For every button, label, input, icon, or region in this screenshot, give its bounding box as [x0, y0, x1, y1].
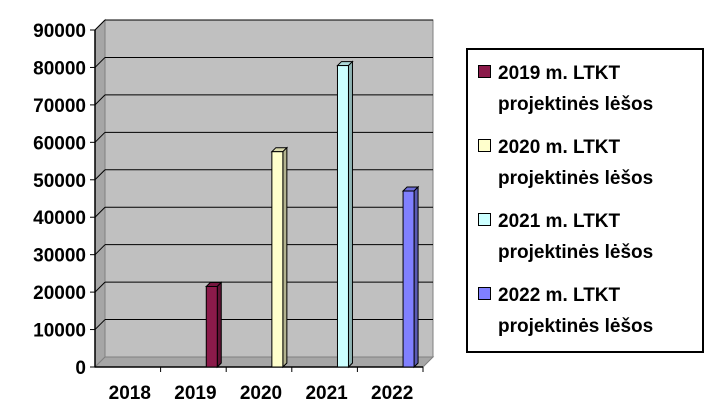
y-tick-label: 0 — [75, 358, 86, 379]
y-tick-label: 90000 — [33, 21, 86, 42]
x-tick-label: 2022 — [371, 383, 413, 404]
y-tick-label: 40000 — [33, 208, 86, 229]
y-tick-label: 80000 — [33, 58, 86, 79]
legend-label-2021: 2021 m. LTKT projektinės lėšos — [498, 211, 654, 263]
gridlines — [94, 19, 433, 330]
plot-back-wall — [104, 19, 434, 358]
gridline-side — [94, 206, 106, 218]
gridline-side — [94, 319, 106, 330]
gridline-side — [94, 281, 106, 293]
bars — [205, 60, 420, 369]
legend-label-2022: 2022 m. LTKT projektinės lėšos — [498, 285, 654, 337]
bar-side — [216, 281, 222, 369]
x-tick-label: 2021 — [305, 383, 348, 404]
plot-side-wall — [94, 18, 106, 369]
gridline-side — [94, 57, 106, 68]
y-tick-label: 60000 — [33, 133, 86, 154]
bar-side — [413, 185, 419, 369]
x-axis-ticks: 2018 2019 2020 2021 2022 — [109, 383, 414, 404]
bar-2021 — [336, 60, 354, 369]
x-tick-label: 2018 — [109, 383, 151, 404]
bar-2020 — [270, 146, 289, 369]
bar-front — [205, 285, 218, 368]
bar-front — [402, 190, 415, 368]
legend-swatch-2022 — [478, 287, 491, 300]
gridline-side — [94, 94, 106, 106]
plot-area — [93, 18, 435, 369]
y-axis-ticks: 0 10000 20000 30000 40000 50000 60000 70000 8000… — [33, 21, 86, 379]
legend-label-2019: 2019 m. LTKT projektinės lėšos — [498, 63, 654, 115]
gridline-side — [94, 244, 106, 256]
bar-side — [347, 60, 353, 369]
y-tick-label: 70000 — [33, 96, 86, 117]
bar-front — [271, 151, 284, 368]
bar-2022 — [401, 185, 420, 369]
gridline-side — [94, 131, 106, 143]
y-tick-label: 10000 — [33, 321, 86, 342]
y-tick-label: 30000 — [33, 246, 86, 267]
x-tick-label: 2019 — [174, 383, 216, 404]
axes — [90, 29, 424, 372]
bar-front — [336, 65, 349, 368]
gridline-side — [94, 169, 106, 181]
bar-side — [282, 146, 288, 369]
legend-swatch-2020 — [478, 139, 491, 152]
legend-swatch-2019 — [478, 65, 491, 78]
y-tick-label: 50000 — [33, 171, 86, 192]
plot-floor — [93, 356, 435, 368]
legend: 2019 m. LTKT projektinės lėšos 2020 m. L… — [466, 48, 704, 353]
legend-swatch-2021 — [478, 213, 491, 226]
y-tick-label: 20000 — [33, 283, 86, 304]
gridline-side — [94, 19, 106, 31]
x-tick-label: 2020 — [240, 383, 282, 404]
bar-2019 — [205, 281, 223, 369]
legend-label-2020: 2020 m. LTKT projektinės lėšos — [498, 137, 654, 189]
